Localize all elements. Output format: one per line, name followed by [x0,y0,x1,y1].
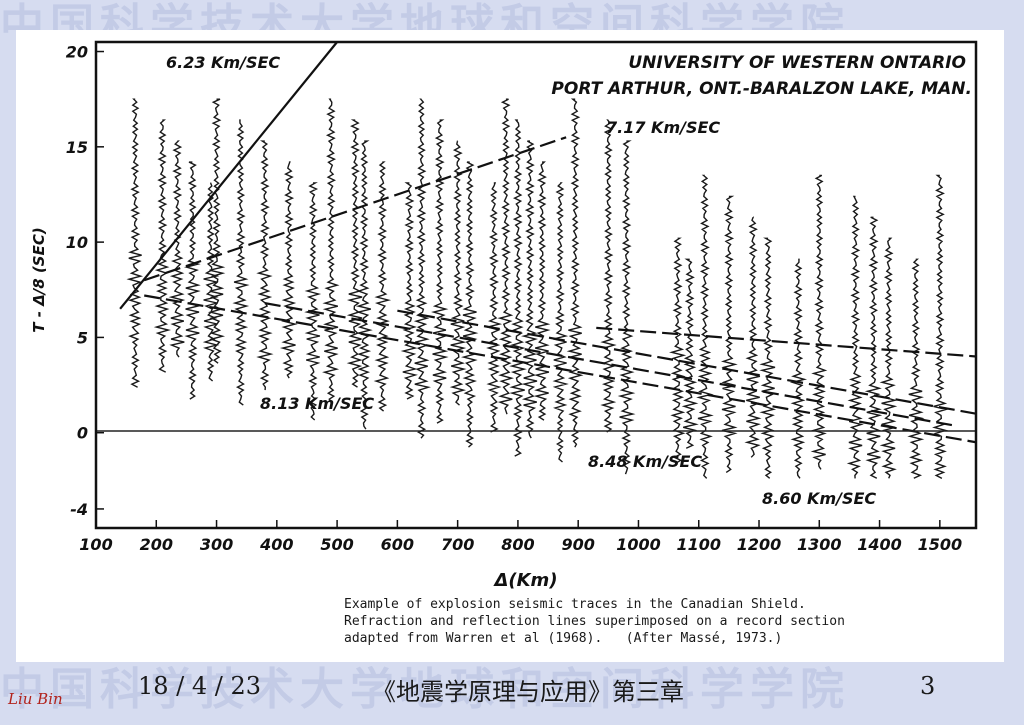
seismic-trace [810,174,828,470]
x-tick-label: 400 [259,535,293,554]
seismic-trace [521,140,539,439]
seismic-trace [322,98,340,403]
seismic-trace [932,174,949,480]
seismic-trace [279,161,298,379]
x-axis-label: Δ(Km) [492,570,557,591]
seismic-record-section: 100 200 300 400 500 600 700 800 900 1000 1100 1200 1… [30,40,978,591]
velocity-label: 8.60 Km/SEC [762,489,876,508]
slide-footer: 18 / 4 / 23 《地震学原理与应用》第三章 3 [0,668,1024,708]
seismic-trace [431,119,449,424]
seismic-trace [413,98,431,439]
seismic-trace [183,161,201,400]
velocity-label: 6.23 Km/SEC [166,53,280,72]
caption-line-3: adapted from Warren et al (1968). (After… [344,631,783,646]
seismic-trace [552,182,569,463]
footer-page-number: 3 [920,672,936,700]
x-tick-group: 100 200 300 400 500 600 700 800 900 1000 1100 1200 1… [79,520,962,554]
seismic-trace [355,140,373,430]
seismic-trace [400,182,418,400]
velocity-line [144,294,977,444]
velocity-line [143,136,567,282]
seismic-trace [720,195,738,473]
seismic-trace [789,258,808,479]
seismic-trace [846,195,864,479]
seismic-trace [256,140,274,391]
x-tick-label: 1100 [676,535,721,554]
y-tick-label: -4 [70,500,88,519]
footer-date: 18 / 4 / 23 [138,672,262,700]
y-tick-label: 10 [66,233,88,252]
seismic-trace [232,119,250,406]
x-tick-label: 1300 [797,535,842,554]
y-tick-label: 15 [66,138,88,157]
plot-frame [94,40,978,530]
velocity-line [596,326,977,358]
velocity-line [119,41,338,310]
seismic-trace [566,98,584,448]
seismic-trace [907,258,925,479]
footer-title: 《地震学原理与应用》第三章 [372,678,684,706]
seismic-trace [696,174,714,479]
seismic-trace [879,237,898,479]
velocity-line-group [119,41,977,444]
velocity-label-group: 6.23 Km/SEC 7.17 Km/SEC 8.13 Km/SEC 8.48 Km… [166,53,876,508]
trace-group [126,98,949,480]
seismic-trace [126,98,144,388]
seismic-trace [497,98,515,415]
chart-panel: 100 200 300 400 500 600 700 800 900 1000 1100 1200 1… [16,30,1004,662]
author-signature: Liu Bin [8,690,63,708]
x-tick-label: 1400 [857,535,902,554]
velocity-line [264,302,953,427]
seismic-trace [168,140,186,358]
x-tick-label: 1500 [918,535,963,554]
caption-line-2: Refraction and reflection lines superimp… [344,614,845,629]
watermark-bottom: 中国科学技术大学地球和空间科学学院 [0,666,850,714]
x-tick-label: 800 [501,535,534,554]
seismic-trace [533,161,551,421]
velocity-label: 7.17 Km/SEC [606,118,720,137]
x-tick-label: 200 [140,535,173,554]
seismic-trace [304,182,322,421]
velocity-label: 8.13 Km/SEC [260,394,374,413]
x-tick-label: 700 [441,535,474,554]
y-tick-label: 0 [77,424,88,443]
seismic-trace [461,161,479,448]
x-tick-label: 100 [79,535,112,554]
y-tick-label: 20 [66,43,88,62]
x-tick-label: 500 [320,535,353,554]
seismic-trace [346,119,363,388]
seismic-trace [509,119,527,457]
seismic-trace [153,119,172,373]
title-line-1: UNIVERSITY OF WESTERN ONTARIO [628,53,966,73]
x-tick-label: 300 [200,535,233,554]
seismic-trace [449,140,467,406]
seismic-trace [617,140,636,475]
y-tick-group: -4 0 5 10 15 20 [66,43,104,519]
seismic-trace [207,98,226,364]
velocity-line [397,309,977,415]
title-line-2: PORT ARTHUR, ONT.-BARALZON LAKE, MAN. [551,79,972,99]
x-tick-label: 900 [561,535,594,554]
seismic-trace [864,216,883,479]
seismic-trace [669,237,687,464]
x-tick-label: 600 [381,535,414,554]
y-tick-label: 5 [77,328,88,347]
seismic-trace [600,119,617,433]
seismic-trace [484,182,503,433]
x-tick-label: 1000 [616,535,661,554]
caption-line-1: Example of explosion seismic traces in t… [344,597,806,612]
seismic-trace [744,216,762,458]
velocity-label: 8.48 Km/SEC [588,452,702,471]
seismic-trace [759,237,777,479]
figure-caption: Example of explosion seismic traces in t… [344,596,994,647]
seismic-trace [373,161,392,412]
y-axis-label: T - Δ/8 (SEC) [30,227,48,332]
seismic-trace [681,258,699,449]
seismic-trace [202,182,220,382]
x-tick-label: 1200 [737,535,782,554]
